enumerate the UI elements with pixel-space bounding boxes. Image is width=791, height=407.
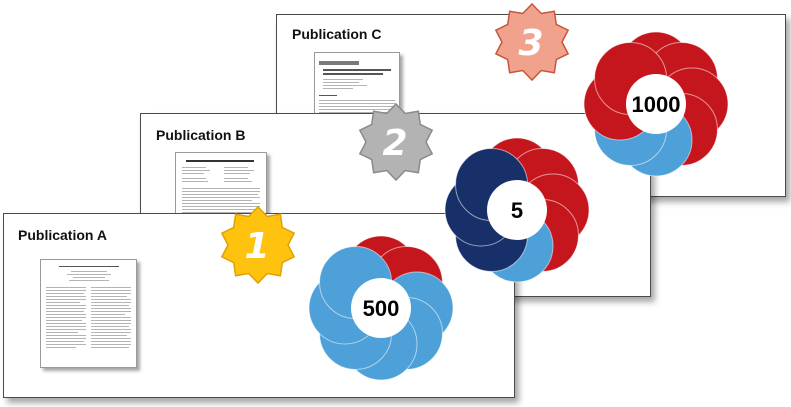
attention-score-donut-a: 500 [308, 235, 454, 381]
donut-center [487, 180, 547, 240]
rank-number: 1 [244, 226, 269, 267]
badge-starburst-shape [358, 102, 434, 182]
rank-badge-3-icon: 3 [494, 2, 570, 82]
publication-title: Publication B [156, 127, 246, 143]
attention-score-donut-b: 5 [444, 137, 590, 283]
rank-number: 3 [518, 23, 543, 64]
rank-badge-2-icon: 2 [358, 102, 434, 182]
rank-number: 2 [382, 123, 407, 164]
badge-starburst-shape [494, 2, 570, 82]
badge-starburst-shape [220, 205, 296, 285]
attention-score-value: 1000 [632, 92, 681, 117]
attention-score-donut-c: 1000 [583, 31, 729, 177]
rank-badge-1-icon: 1 [220, 205, 296, 285]
donut-center [626, 74, 686, 134]
paper-thumbnail [40, 259, 137, 368]
publication-title: Publication C [292, 26, 382, 42]
attention-score-value: 5 [511, 198, 523, 223]
donut-center [351, 278, 411, 338]
attention-score-value: 500 [363, 296, 400, 321]
publication-title: Publication A [18, 227, 107, 243]
